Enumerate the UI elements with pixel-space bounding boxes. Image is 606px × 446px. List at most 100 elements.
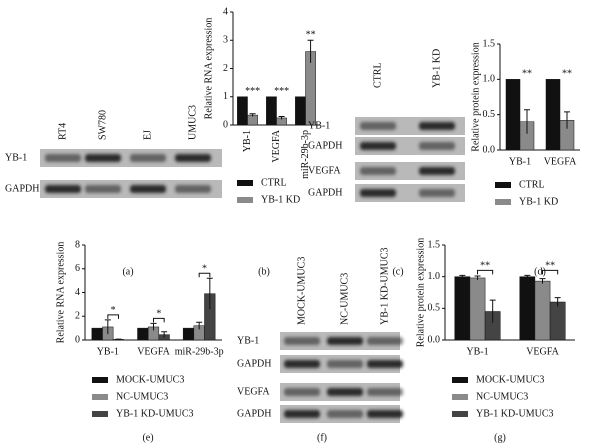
significance-label: ** [480, 261, 490, 272]
legend-swatch [495, 199, 511, 205]
blot-band [327, 388, 363, 396]
blot-band [45, 185, 81, 193]
y-tick-label: 1.5 [428, 239, 441, 250]
error-bar [206, 277, 213, 310]
significance-label: *** [245, 86, 260, 97]
panel-label: (c) [392, 266, 403, 277]
bar [182, 327, 195, 341]
error-bar [196, 321, 203, 330]
blot-row-label: GAPDH [308, 187, 342, 198]
blot-band [130, 154, 166, 162]
blot-band [175, 154, 211, 162]
blot-strip [355, 117, 465, 135]
legend-swatch [452, 377, 468, 383]
legend-label: MOCK-UMUC3 [116, 374, 184, 385]
legend-label: NC-UMUC3 [116, 391, 168, 402]
bar [549, 301, 566, 341]
significance-label: ** [522, 69, 532, 80]
legend-label: YB-1 KD [261, 194, 300, 205]
legend-swatch [237, 180, 253, 186]
blot-lane-label: NC-UMUC3 [339, 273, 350, 325]
blot-band [367, 337, 403, 345]
y-axis-label: Relative protein expression [415, 238, 426, 347]
bar [454, 276, 471, 341]
blot-band [419, 142, 455, 150]
y-tick-label: 8 [75, 239, 80, 250]
blot-band [327, 337, 363, 345]
bar [295, 96, 306, 126]
bar [519, 276, 536, 341]
legend-label: CTRL [261, 177, 287, 188]
panel-label: (b) [258, 266, 270, 277]
panel-label: (f) [317, 432, 327, 443]
x-tick-label: YB-1 [466, 346, 488, 357]
legend-label: MOCK-UMUC3 [476, 374, 544, 385]
legend-swatch [92, 394, 108, 400]
blot-row-label: YB-1 [5, 152, 27, 163]
panel-label: (g) [494, 432, 506, 443]
bar [137, 327, 149, 341]
x-tick-label: VEGFA [544, 156, 577, 167]
blot-band [419, 189, 455, 197]
blot-lane-label: YB-1 KD-UMUC3 [379, 248, 390, 326]
blot-band [360, 167, 396, 175]
bar [237, 96, 248, 126]
significance-label: ** [545, 261, 555, 272]
blot-band [367, 388, 403, 396]
blot-band [284, 360, 320, 368]
legend-label: CTRL [519, 179, 545, 190]
blot-strip [355, 162, 465, 180]
panel-label: (e) [142, 432, 153, 443]
panel-label: (d) [534, 266, 546, 277]
significance-label: ** [306, 30, 316, 41]
significance-label: * [156, 309, 161, 320]
blot-band [367, 410, 403, 418]
legend-label: YB-1 KD-UMUC3 [116, 408, 194, 419]
error-bar [474, 275, 481, 280]
legend-label: NC-UMUC3 [476, 391, 528, 402]
x-tick-label: YB-1 [242, 130, 253, 152]
error-bar [459, 274, 466, 278]
blot-row-label: YB-1 [308, 120, 330, 131]
panel-label: (a) [122, 266, 133, 277]
significance-bracket [198, 272, 211, 278]
y-tick-label: 6 [75, 263, 80, 274]
y-tick-label: 1.5 [483, 38, 496, 49]
y-tick-label: 0 [75, 334, 80, 345]
y-tick-label: 2 [75, 311, 80, 322]
y-axis-label: Relative RNA expression [203, 18, 214, 120]
x-tick-label: YB-1 [97, 346, 119, 357]
blot-band [175, 185, 211, 193]
y-tick-label: 0.0 [428, 334, 441, 345]
x-tick-label: miR-29b-3p [175, 346, 224, 357]
blot-band [85, 185, 121, 193]
blot-band [85, 154, 121, 162]
blot-band [284, 337, 320, 345]
error-bar [539, 278, 546, 284]
legend-swatch [452, 411, 468, 417]
significance-bracket [477, 269, 494, 275]
y-tick-label: 1.0 [428, 271, 441, 282]
blot-band [360, 122, 396, 130]
y-tick-label: 4 [223, 6, 228, 17]
bar [534, 280, 551, 341]
blot-row-label: GAPDH [237, 358, 271, 369]
bar [91, 327, 103, 341]
legend-swatch [452, 394, 468, 400]
blot-band [419, 167, 455, 175]
error-bar [249, 113, 256, 117]
legend-swatch [92, 377, 108, 383]
error-bar [278, 116, 285, 120]
legend-label: YB-1 KD-UMUC3 [476, 408, 554, 419]
y-tick-label: 0.0 [483, 144, 496, 155]
bar [247, 114, 258, 126]
bar [505, 79, 521, 151]
blot-lane-label: EJ [142, 130, 153, 140]
significance-bracket [153, 317, 165, 323]
error-bar [564, 111, 570, 129]
error-bar [104, 319, 111, 335]
blot-band [360, 189, 396, 197]
significance-label: * [111, 305, 116, 316]
error-bar [554, 297, 561, 307]
blot-lane-label: MOCK-UMUC3 [296, 257, 307, 325]
